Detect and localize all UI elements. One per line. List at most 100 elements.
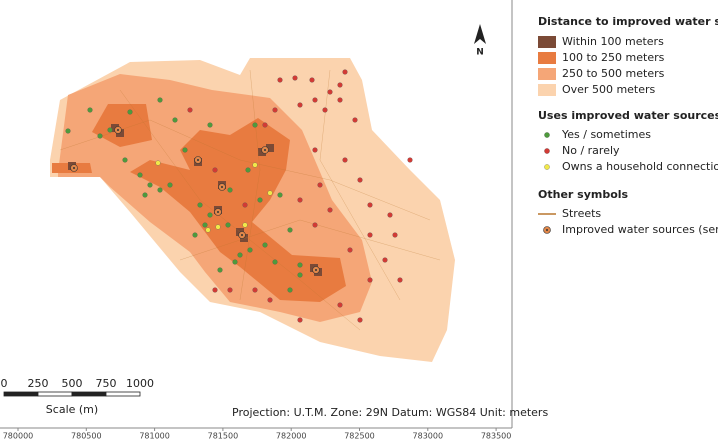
household-point xyxy=(227,187,233,193)
household-point xyxy=(65,128,71,134)
household-point xyxy=(202,222,208,228)
water-source-dot xyxy=(73,167,75,169)
household-point xyxy=(237,252,243,258)
zone-within-100 xyxy=(266,144,274,152)
household-point xyxy=(347,247,353,253)
household-point xyxy=(367,202,373,208)
household-point xyxy=(352,117,358,123)
household-point xyxy=(297,317,303,323)
household-point xyxy=(207,212,213,218)
household-point xyxy=(157,97,163,103)
household-point xyxy=(155,160,161,166)
household-point xyxy=(357,177,363,183)
household-point xyxy=(252,162,258,168)
household-point xyxy=(297,102,303,108)
legend-label: Owns a household connection xyxy=(562,160,718,173)
household-point xyxy=(242,202,248,208)
legend-label: Streets xyxy=(562,207,601,220)
household-point xyxy=(392,232,398,238)
household-point xyxy=(257,197,263,203)
legend-label: 250 to 500 meters xyxy=(562,67,665,80)
household-point xyxy=(167,182,173,188)
scale-segment xyxy=(3,391,39,397)
household-point xyxy=(207,122,213,128)
household-point xyxy=(157,187,163,193)
north-arrow xyxy=(474,24,486,44)
household-point xyxy=(267,297,273,303)
legend-dot xyxy=(544,132,550,138)
household-point xyxy=(252,122,258,128)
projection-text: Projection: U.T.M. Zone: 29N Datum: WGS8… xyxy=(232,406,548,419)
legend-swatch xyxy=(538,36,556,48)
x-tick-label: 782500 xyxy=(344,432,375,441)
legend-title: Distance to improved water source xyxy=(538,15,718,28)
legend-swatch xyxy=(538,68,556,80)
scale-tick-label: 750 xyxy=(96,377,117,390)
north-label: N xyxy=(476,48,484,58)
household-point xyxy=(327,207,333,213)
household-point xyxy=(272,259,278,265)
household-point xyxy=(147,182,153,188)
water-source-dot xyxy=(241,234,243,236)
household-point xyxy=(277,77,283,83)
household-point xyxy=(267,190,273,196)
household-point xyxy=(337,97,343,103)
water-source-dot xyxy=(217,211,219,213)
household-point xyxy=(122,157,128,163)
household-point xyxy=(297,262,303,268)
household-point xyxy=(387,212,393,218)
household-point xyxy=(357,317,363,323)
household-point xyxy=(382,257,388,263)
zone-100-250 xyxy=(92,104,152,147)
household-point xyxy=(87,107,93,113)
household-point xyxy=(277,192,283,198)
household-point xyxy=(232,259,238,265)
water-source-dot xyxy=(264,149,266,151)
household-point xyxy=(212,167,218,173)
household-point xyxy=(192,232,198,238)
household-point xyxy=(212,287,218,293)
legend-dot xyxy=(544,164,550,170)
legend-swatch xyxy=(538,84,556,96)
legend-label: No / rarely xyxy=(562,144,620,157)
household-point xyxy=(247,247,253,253)
water-source-dot xyxy=(221,186,223,188)
household-point xyxy=(127,109,133,115)
legend-label: Within 100 meters xyxy=(562,35,664,48)
household-point xyxy=(225,222,231,228)
household-point xyxy=(337,82,343,88)
household-point xyxy=(317,182,323,188)
scale-segment xyxy=(105,391,141,397)
household-point xyxy=(367,277,373,283)
water-source-dot xyxy=(117,129,119,131)
legend-label: 100 to 250 meters xyxy=(562,51,665,64)
household-point xyxy=(309,77,315,83)
x-tick-label: 783500 xyxy=(481,432,512,441)
household-point xyxy=(137,172,143,178)
zone-100-250 xyxy=(130,118,346,302)
household-point xyxy=(342,157,348,163)
household-point xyxy=(217,267,223,273)
legend-label: Improved water sources (service xyxy=(562,223,718,236)
legend-label: Over 500 meters xyxy=(562,83,656,96)
x-tick-label: 780500 xyxy=(71,432,102,441)
scale-tick-label: 500 xyxy=(62,377,83,390)
scale-tick-label: 1000 xyxy=(126,377,154,390)
street xyxy=(179,219,441,261)
household-point xyxy=(182,147,188,153)
household-point xyxy=(312,97,318,103)
household-point xyxy=(197,202,203,208)
household-point xyxy=(342,69,348,75)
legend-water-source-dot xyxy=(546,229,548,231)
water-source-dot xyxy=(315,269,317,271)
household-point xyxy=(337,302,343,308)
household-point xyxy=(312,147,318,153)
household-point xyxy=(287,227,293,233)
legend-swatch xyxy=(538,52,556,64)
map-area xyxy=(50,58,455,362)
street xyxy=(319,69,401,301)
legend-title: Uses improved water sources? xyxy=(538,109,718,122)
household-point xyxy=(327,89,333,95)
